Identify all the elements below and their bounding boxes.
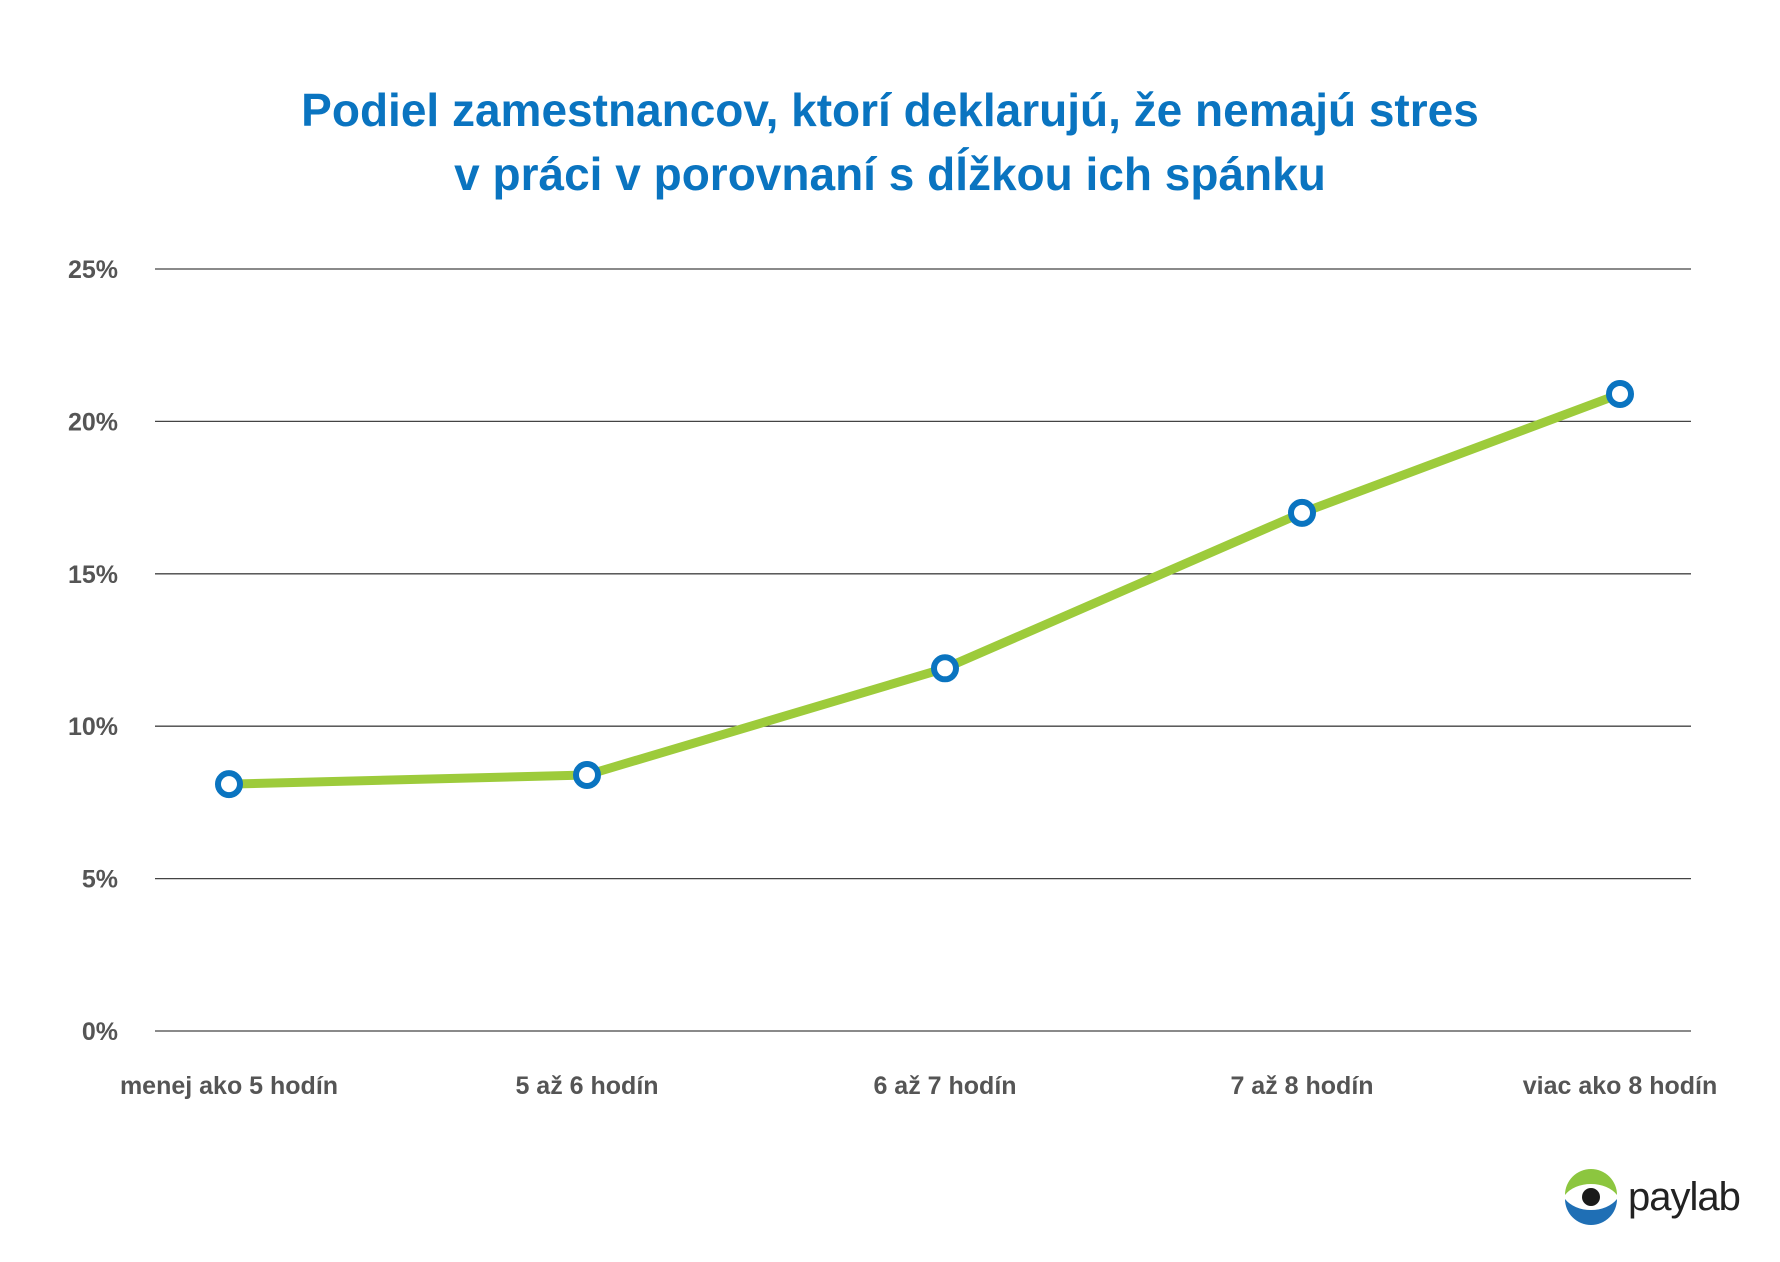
data-point	[1606, 379, 1634, 408]
y-tick-label: 25%	[68, 256, 118, 284]
y-tick-label: 5%	[82, 866, 118, 894]
title-line-1: Podiel zamestnancov, ktorí deklarujú, že…	[301, 84, 1479, 136]
x-tick-label: viac ako 8 hodín	[1523, 1072, 1718, 1100]
data-point	[1288, 498, 1316, 527]
data-point	[573, 760, 601, 789]
data-point	[215, 770, 243, 799]
y-tick-label: 0%	[82, 1018, 118, 1046]
eye-logo-icon	[1565, 1169, 1617, 1225]
paylab-logo: paylab	[1562, 1168, 1741, 1226]
title-line-2: v práci v porovnaní s dĺžkou ich spánku	[454, 148, 1326, 200]
y-tick-label: 15%	[68, 561, 118, 589]
x-tick-label: 5 až 6 hodín	[515, 1072, 658, 1100]
x-tick-label: menej ako 5 hodín	[120, 1072, 338, 1100]
data-point	[931, 654, 959, 683]
y-tick-label: 10%	[68, 713, 118, 741]
x-tick-label: 6 až 7 hodín	[873, 1072, 1016, 1100]
y-tick-label: 20%	[68, 408, 118, 436]
chart-title: Podiel zamestnancov, ktorí deklarujú, že…	[0, 78, 1780, 206]
logo-text: paylab	[1628, 1174, 1741, 1219]
x-tick-label: 7 až 8 hodín	[1230, 1072, 1373, 1100]
